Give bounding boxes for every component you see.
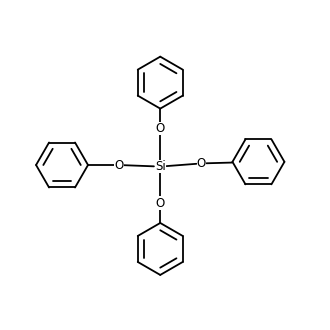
Text: Si: Si — [155, 160, 166, 173]
Text: O: O — [197, 157, 206, 170]
Text: O: O — [115, 158, 124, 172]
Text: O: O — [156, 197, 165, 210]
Text: O: O — [156, 122, 165, 135]
